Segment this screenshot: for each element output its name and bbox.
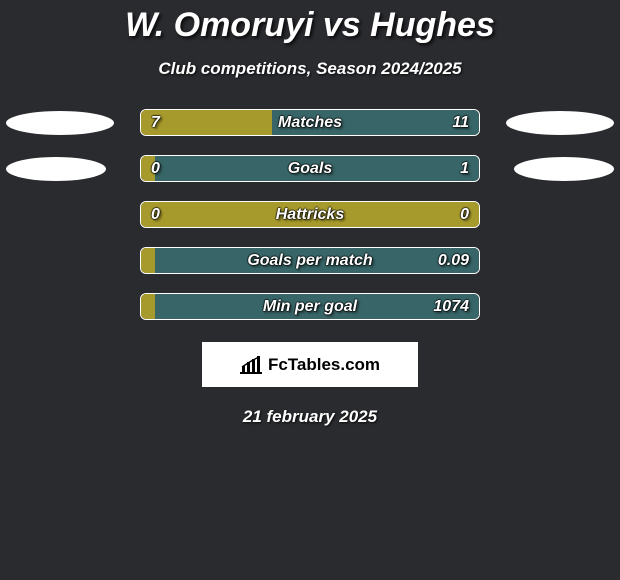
- stat-bar: Hattricks00: [140, 201, 480, 228]
- player-marker-right: [506, 111, 614, 135]
- stat-bar-right: [155, 156, 479, 181]
- stat-row: Hattricks00: [0, 201, 620, 228]
- stat-bar-left: [141, 248, 155, 273]
- site-logo-text: FcTables.com: [268, 355, 380, 375]
- stat-row: Min per goal1074: [0, 293, 620, 320]
- stat-row: Goals01: [0, 155, 620, 182]
- stat-bar-right: [272, 110, 479, 135]
- stat-bar-left: [141, 110, 272, 135]
- stat-bar-right: [155, 248, 479, 273]
- stat-bar-left: [141, 202, 479, 227]
- stat-bar: Matches711: [140, 109, 480, 136]
- stat-row: Goals per match0.09: [0, 247, 620, 274]
- stat-bar: Goals per match0.09: [140, 247, 480, 274]
- player-marker-right: [514, 157, 614, 181]
- stats-list: Matches711 Goals01 Hattricks00 Goals per ma…: [0, 109, 620, 320]
- site-logo: FcTables.com: [202, 342, 418, 387]
- page-title: W. Omoruyi vs Hughes: [0, 6, 620, 45]
- stat-bar-right: [155, 294, 479, 319]
- player-marker-left: [6, 111, 114, 135]
- stat-bar: Goals01: [140, 155, 480, 182]
- stat-bar: Min per goal1074: [140, 293, 480, 320]
- stat-bar-left: [141, 156, 155, 181]
- page-subtitle: Club competitions, Season 2024/2025: [0, 59, 620, 79]
- stat-bar-left: [141, 294, 155, 319]
- barchart-icon: [240, 356, 262, 374]
- stat-row: Matches711: [0, 109, 620, 136]
- player-marker-left: [6, 157, 106, 181]
- footer-date: 21 february 2025: [0, 407, 620, 427]
- comparison-infographic: W. Omoruyi vs Hughes Club competitions, …: [0, 0, 620, 580]
